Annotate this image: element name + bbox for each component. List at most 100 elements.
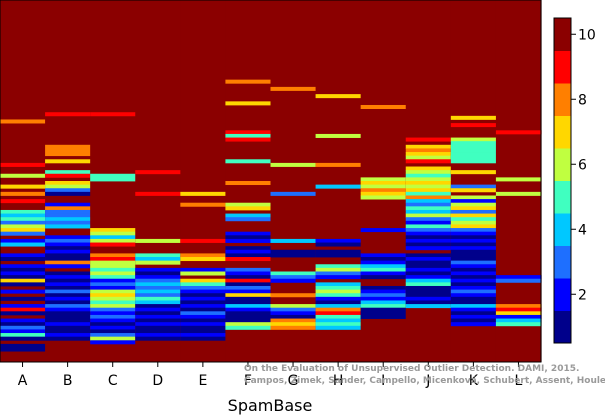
heatmap-cell	[225, 275, 272, 280]
heatmap-cell	[450, 249, 497, 254]
heatmap-columns	[0, 0, 542, 362]
colorbar-segment	[554, 18, 571, 51]
heatmap-cell	[270, 275, 317, 280]
heatmap-cell	[315, 307, 362, 312]
heatmap-cell	[315, 314, 362, 319]
heatmap-column-c	[90, 0, 136, 362]
heatmap-cell	[45, 329, 91, 334]
heatmap-cell	[405, 173, 452, 178]
heatmap-cell	[135, 278, 181, 283]
heatmap-cell	[450, 188, 497, 193]
heatmap-cell	[315, 275, 362, 280]
heatmap-cell	[180, 267, 227, 272]
heatmap-cell	[450, 170, 497, 175]
heatmap-cell	[225, 293, 272, 298]
x-tick-label-j: J	[425, 373, 430, 389]
heatmap-cell	[180, 202, 227, 207]
heatmap-cell	[405, 224, 452, 229]
heatmap-cell	[450, 144, 497, 149]
heatmap-column-a	[0, 0, 46, 362]
heatmap-cell	[180, 289, 227, 294]
heatmap-cell	[0, 267, 46, 272]
heatmap-cell	[270, 249, 317, 254]
heatmap-cell	[45, 336, 91, 341]
heatmap-cell	[315, 289, 362, 294]
heatmap-cell	[270, 86, 317, 91]
heatmap-cell	[450, 275, 497, 280]
colorbar-tick-label: 2	[578, 287, 587, 303]
heatmap-column-g	[270, 0, 317, 362]
heatmap-cell	[405, 242, 452, 247]
heatmap-cell	[405, 155, 452, 160]
heatmap-cell	[225, 271, 272, 276]
heatmap-cell	[0, 289, 46, 294]
heatmap-cell	[45, 213, 91, 218]
heatmap-cell	[225, 133, 272, 138]
heatmap-cell	[90, 307, 136, 312]
heatmap-cell	[450, 209, 497, 214]
heatmap-cell	[90, 253, 136, 258]
heatmap-cell	[450, 318, 497, 323]
heatmap-cell	[225, 101, 272, 106]
heatmap-cell	[45, 304, 91, 309]
heatmap-cell	[315, 242, 362, 247]
heatmap-cell	[180, 278, 227, 283]
heatmap-cell	[180, 311, 227, 316]
heatmap-cell	[495, 191, 542, 196]
heatmap-cell	[0, 264, 46, 269]
heatmap-cell	[225, 300, 272, 305]
heatmap-cell	[450, 224, 497, 229]
heatmap-cell	[405, 246, 452, 251]
heatmap-cell	[450, 228, 497, 233]
x-tick-label-i: I	[381, 373, 385, 389]
heatmap-cell	[495, 130, 542, 135]
heatmap-cell	[315, 238, 362, 243]
heatmap-cell	[405, 170, 452, 175]
heatmap-cell	[45, 191, 91, 196]
heatmap-cell	[45, 144, 91, 157]
heatmap-cell	[90, 235, 136, 240]
heatmap-cell	[45, 170, 91, 175]
heatmap-cell	[45, 260, 91, 265]
x-tick-label-f: F	[244, 373, 252, 389]
heatmap-cell	[90, 300, 136, 305]
heatmap-cell	[405, 300, 452, 305]
heatmap-cell	[450, 235, 497, 240]
heatmap-cell	[225, 289, 272, 294]
colorbar-segment	[554, 148, 571, 181]
heatmap-cell	[360, 264, 407, 269]
heatmap-cell	[450, 206, 497, 211]
heatmap-cell	[90, 329, 136, 334]
heatmap-cell	[45, 159, 91, 164]
heatmap-cell	[0, 318, 46, 323]
heatmap-cell	[45, 307, 91, 312]
heatmap-cell	[180, 191, 227, 196]
heatmap-cell	[225, 296, 272, 301]
heatmap-cell	[405, 202, 452, 207]
heatmap-cell-background	[270, 0, 317, 362]
heatmap-cell	[360, 260, 407, 265]
heatmap-cell	[45, 202, 91, 207]
heatmap-cell	[495, 307, 542, 312]
heatmap-cell	[450, 307, 497, 312]
heatmap-cell	[405, 220, 452, 225]
heatmap-cell	[135, 322, 181, 327]
heatmap-column-j	[405, 0, 452, 362]
heatmap-cell	[315, 293, 362, 298]
heatmap-cell	[135, 314, 181, 319]
heatmap-cell	[135, 318, 181, 323]
heatmap-cell	[270, 318, 317, 323]
heatmap-cell	[180, 322, 227, 327]
heatmap-cell	[135, 170, 181, 175]
heatmap-cell	[270, 278, 317, 283]
heatmap-cell	[495, 311, 542, 316]
heatmap-cell	[225, 130, 272, 135]
heatmap-cell	[90, 285, 136, 290]
heatmap-cell	[135, 282, 181, 287]
heatmap-cell	[450, 311, 497, 316]
colorbar-segment	[554, 115, 571, 149]
colorbar-tick-label: 4	[578, 222, 587, 238]
heatmap-cell	[90, 173, 136, 182]
heatmap-cell	[315, 296, 362, 301]
